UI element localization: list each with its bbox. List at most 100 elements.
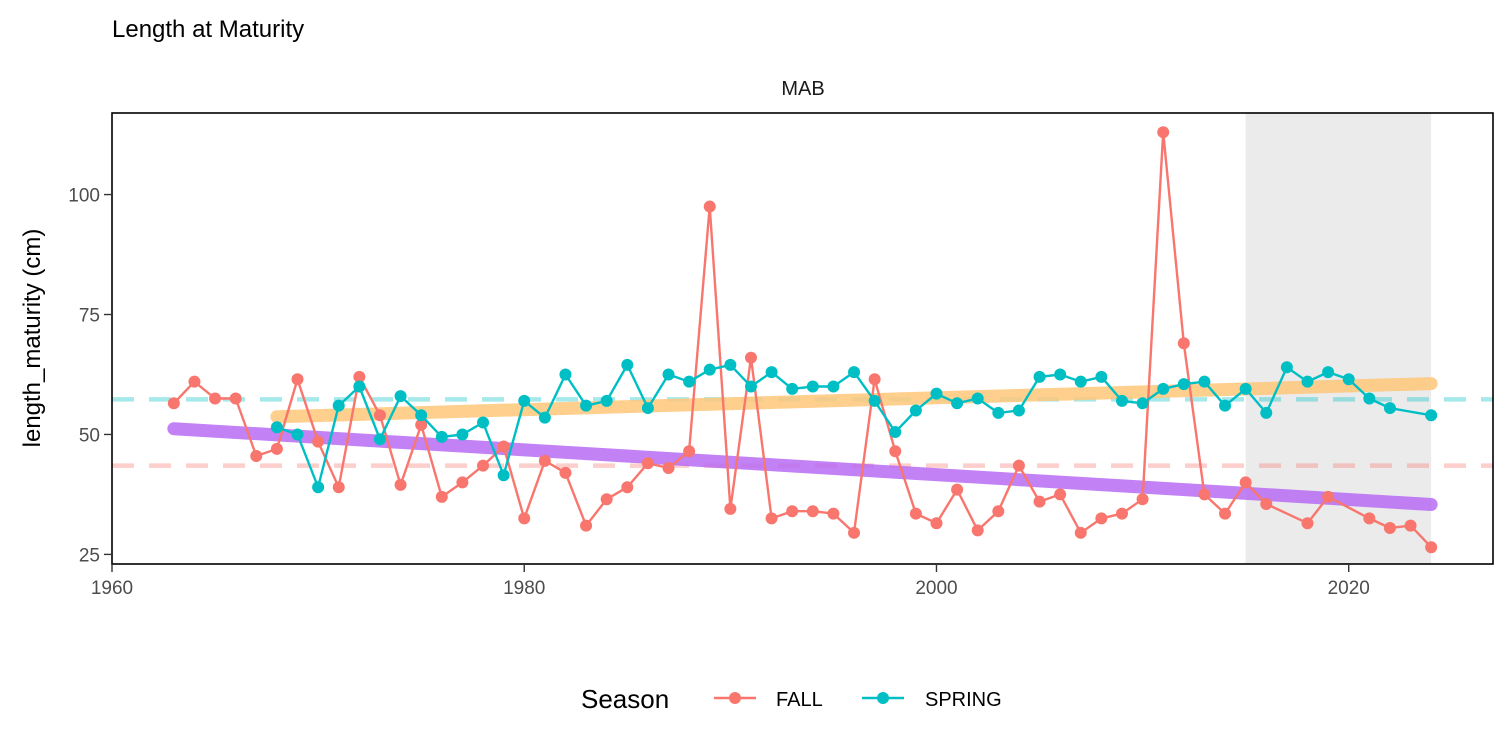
legend-title: Season [581, 684, 669, 714]
x-tick-label: 2020 [1328, 578, 1370, 599]
data-point-fall [456, 476, 469, 489]
data-point-fall [621, 481, 634, 494]
data-point-spring [559, 368, 572, 381]
data-point-fall [497, 440, 510, 453]
data-point-spring [1383, 402, 1396, 415]
data-point-fall [1219, 507, 1232, 520]
legend: Season FALL SPRING [581, 684, 1002, 714]
data-point-spring [1136, 397, 1149, 410]
series-layer [167, 126, 1438, 554]
data-point-fall [744, 351, 757, 364]
legend-spring-label: SPRING [925, 689, 1002, 711]
data-point-fall [971, 524, 984, 537]
data-point-fall [209, 392, 222, 405]
data-point-spring [1095, 370, 1108, 383]
data-point-spring [270, 421, 283, 434]
x-tick-label: 1980 [503, 578, 545, 599]
data-point-spring [683, 375, 696, 388]
data-point-spring [744, 380, 757, 393]
data-point-spring [1074, 375, 1087, 388]
legend-item-spring: SPRING [862, 689, 1002, 711]
data-point-spring [827, 380, 840, 393]
data-point-fall [641, 457, 654, 470]
x-axis: 1960 1980 2000 2020 [91, 564, 1370, 599]
data-point-spring [291, 428, 304, 441]
y-tick-label: 25 [79, 545, 100, 566]
data-point-spring [703, 363, 716, 376]
data-point-spring [497, 469, 510, 482]
data-point-fall [353, 370, 366, 383]
data-point-fall [332, 481, 345, 494]
data-point-spring [1363, 392, 1376, 405]
data-point-spring [373, 433, 386, 446]
data-point-spring [1239, 382, 1252, 395]
facet-label: MAB [781, 78, 824, 100]
data-point-fall [1177, 337, 1190, 350]
data-point-spring [1260, 406, 1273, 419]
data-point-fall [786, 505, 799, 518]
data-point-fall [930, 517, 943, 530]
data-point-spring [868, 394, 881, 407]
data-point-spring [971, 392, 984, 405]
data-point-spring [1198, 375, 1211, 388]
data-point-fall [1198, 488, 1211, 501]
data-point-fall [1363, 512, 1376, 525]
data-point-spring [477, 416, 490, 429]
data-point-fall [827, 507, 840, 520]
data-point-fall [889, 445, 902, 458]
data-point-fall [1157, 126, 1170, 139]
data-point-fall [373, 409, 386, 422]
data-point-spring [518, 394, 531, 407]
data-point-fall [765, 512, 778, 525]
data-point-spring [1054, 368, 1067, 381]
data-point-spring [600, 394, 613, 407]
data-point-fall [312, 435, 325, 448]
trend-line-spring [270, 377, 1438, 424]
data-point-fall [683, 445, 696, 458]
data-point-spring [538, 411, 551, 424]
data-point-spring [951, 397, 964, 410]
data-point-fall [1239, 476, 1252, 489]
data-point-fall [1383, 522, 1396, 535]
data-point-fall [1425, 541, 1438, 554]
data-point-spring [1342, 373, 1355, 386]
data-point-fall [1074, 526, 1087, 539]
data-point-fall [1260, 498, 1273, 511]
series-line-fall [172, 130, 1433, 549]
x-tick-label: 2000 [915, 578, 957, 599]
legend-spring-point [877, 692, 889, 704]
y-tick-label: 50 [79, 425, 100, 446]
data-point-spring [353, 380, 366, 393]
data-point-fall [477, 459, 490, 472]
data-point-spring [332, 399, 345, 412]
data-point-spring [786, 382, 799, 395]
data-point-fall [848, 526, 861, 539]
data-point-fall [270, 442, 283, 455]
chart-title: Length at Maturity [112, 16, 304, 43]
data-point-spring [394, 390, 407, 403]
y-tick-label: 75 [79, 306, 100, 327]
data-point-spring [1322, 366, 1335, 379]
data-point-spring [621, 358, 634, 371]
data-point-fall [1012, 459, 1025, 472]
data-point-fall [1404, 519, 1417, 532]
data-point-fall [1033, 495, 1046, 508]
data-point-fall [291, 373, 304, 386]
data-point-fall [1301, 517, 1314, 530]
plot-panel-border [111, 112, 1494, 565]
legend-fall-point [729, 692, 741, 704]
data-point-spring [662, 368, 675, 381]
data-point-spring [1177, 378, 1190, 391]
data-point-fall [167, 397, 180, 410]
data-point-spring [1033, 370, 1046, 383]
data-point-fall [394, 478, 407, 491]
data-point-spring [930, 387, 943, 400]
data-point-spring [1280, 361, 1293, 374]
data-point-spring [435, 430, 448, 443]
data-point-spring [806, 380, 819, 393]
data-point-fall [580, 519, 593, 532]
data-point-fall [1054, 488, 1067, 501]
data-point-fall [229, 392, 242, 405]
data-point-spring [889, 426, 902, 439]
data-point-fall [724, 502, 737, 515]
